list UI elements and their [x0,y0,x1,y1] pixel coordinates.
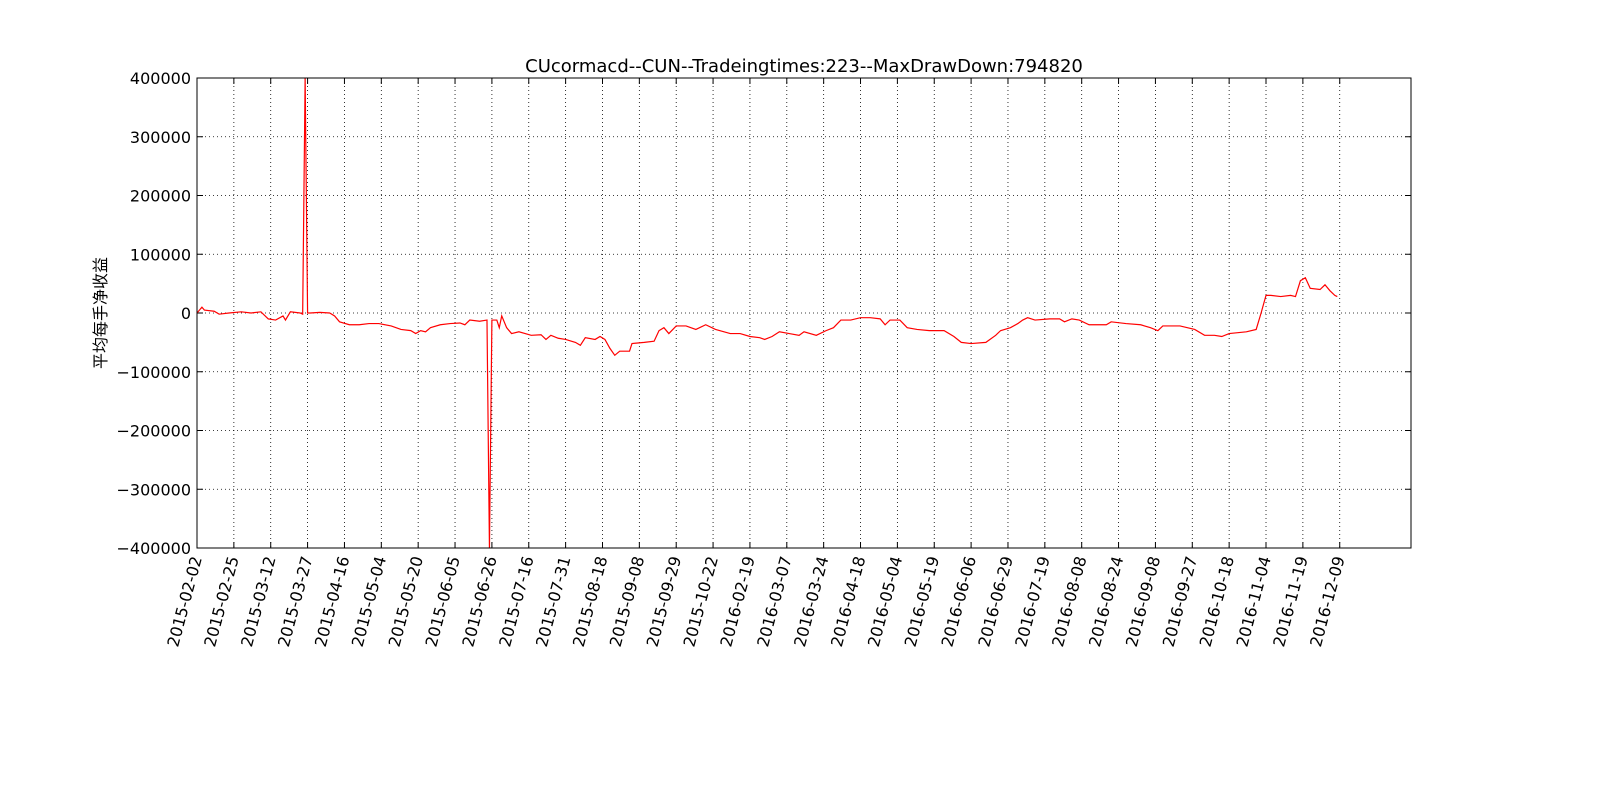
y-tick-label: −400000 [117,539,191,558]
y-tick-label: −100000 [117,363,191,382]
y-tick-label: −300000 [117,480,191,499]
y-tick-label: 400000 [130,69,191,88]
chart-title: CUcormacd--CUN--Tradeingtimes:223--MaxDr… [525,56,1083,77]
y-tick-label: 100000 [130,245,191,264]
y-axis-label: 平均每手净收益 [91,257,110,369]
y-tick-label: −200000 [117,422,191,441]
plot-frame [196,77,1412,549]
y-tick-label: 200000 [130,187,191,206]
y-tick-label: 0 [181,304,191,323]
data-line [197,78,1338,548]
y-tick-label: 300000 [130,128,191,147]
